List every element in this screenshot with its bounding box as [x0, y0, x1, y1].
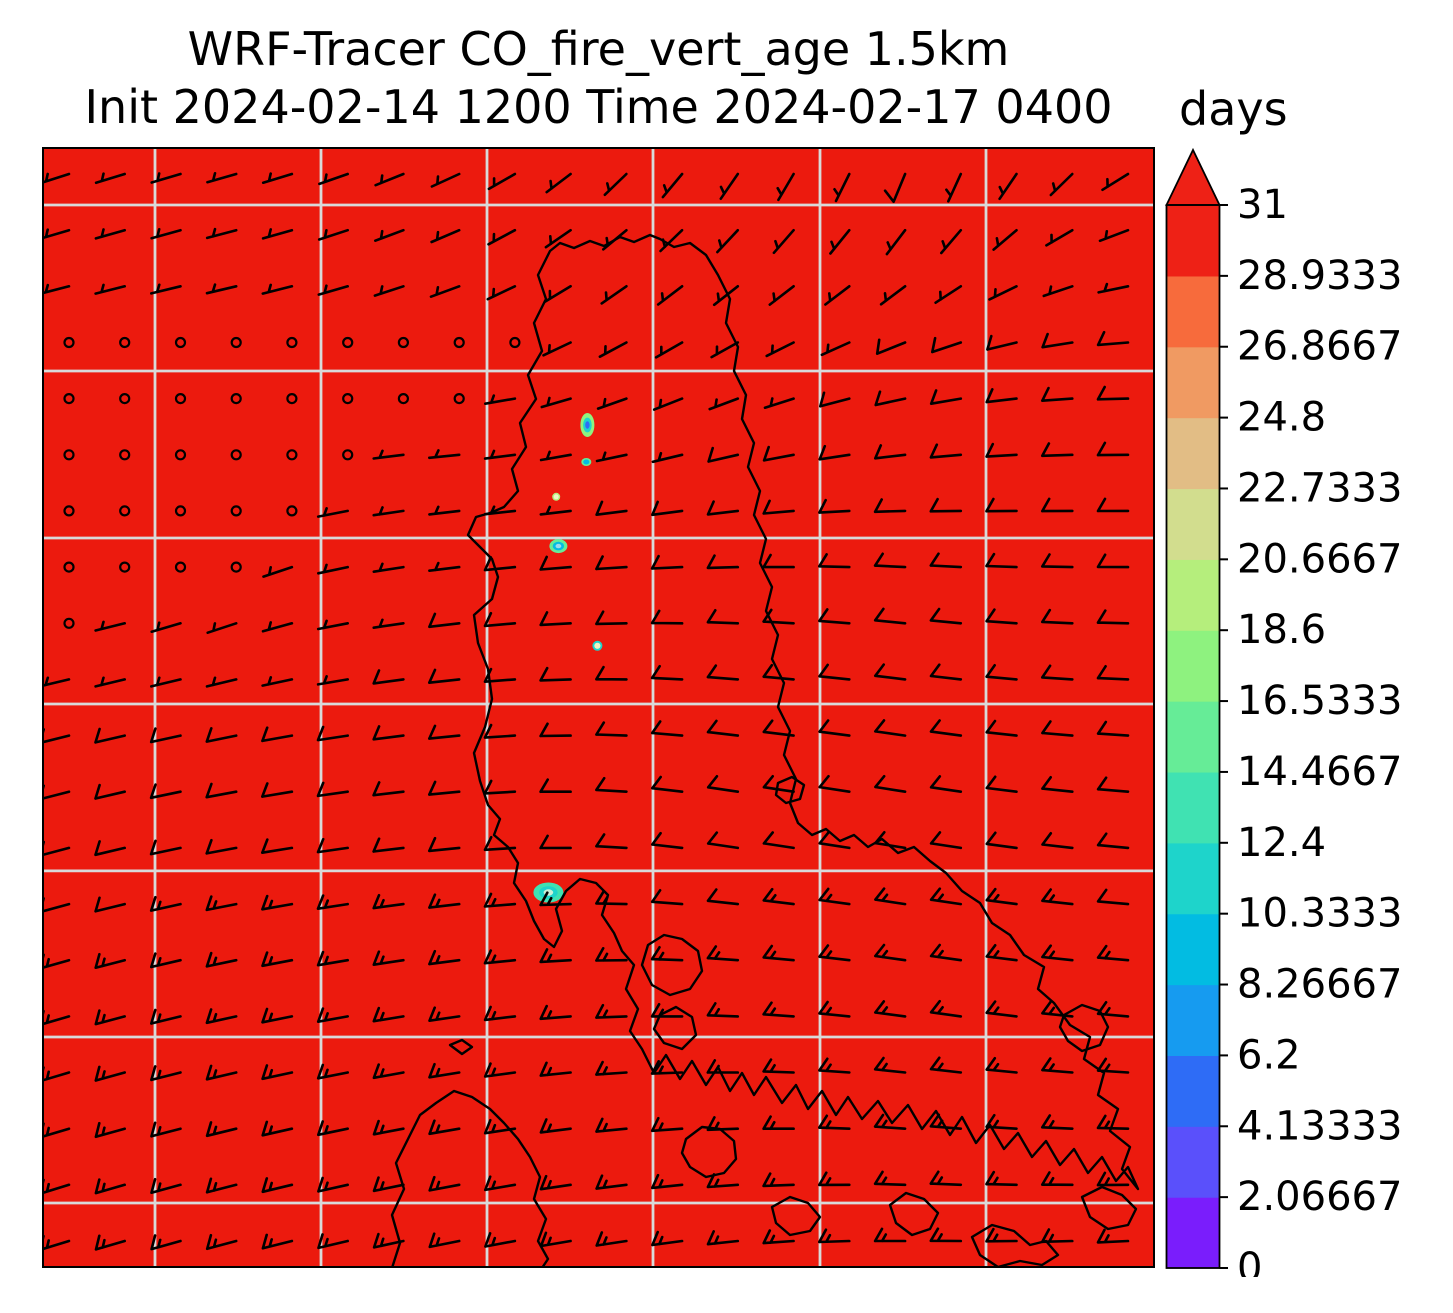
- colorbar-tick-label: 8.26667: [1237, 962, 1402, 1008]
- plot-frame: [42, 147, 1155, 1268]
- colorbar-ticks: 31 28.9333 26.8667 24.8 22.7333 20.6667 18.6 16…: [1219, 182, 1402, 1277]
- colorbar-tick-label: 12.4: [1237, 820, 1326, 866]
- colorbar-tick-label: 31: [1237, 182, 1288, 228]
- colorbar-tick-label: 0: [1237, 1245, 1262, 1277]
- colorbar-scale: 31 28.9333 26.8667 24.8 22.7333 20.6667 18.6 16…: [1165, 147, 1402, 1277]
- map-plot-area: [42, 147, 1155, 1268]
- figure-subtitle: Init 2024-02-14 1200 Time 2024-02-17 040…: [84, 80, 1113, 134]
- colorbar-tick-label: 20.6667: [1237, 536, 1402, 582]
- colorbar-tick-label: 14.4667: [1237, 749, 1402, 795]
- colorbar-extend-arrow: [1165, 147, 1221, 206]
- colorbar-tick-label: 24.8: [1237, 395, 1326, 441]
- colorbar-tick-label: 4.13333: [1237, 1103, 1402, 1149]
- colorbar: 31 28.9333 26.8667 24.8 22.7333 20.6667 18.6 16…: [1165, 147, 1453, 1277]
- colorbar-segments: [1166, 205, 1220, 1269]
- colorbar-outline: [1165, 204, 1221, 1269]
- gridlines-layer: [42, 147, 1155, 1268]
- colorbar-tick-label: 26.8667: [1237, 324, 1402, 370]
- tracer-age-map: [42, 147, 1155, 1268]
- colorbar-tick-label: 28.9333: [1237, 253, 1402, 299]
- colorbar-tick-label: 6.2: [1237, 1032, 1301, 1078]
- colorbar-tick-label: 10.3333: [1237, 891, 1402, 937]
- wind-barbs-layer: [42, 172, 1130, 1251]
- tracer-field-background: [42, 147, 1155, 1268]
- colorbar-tick-label: 16.5333: [1237, 678, 1402, 724]
- colorbar-unit-label: days: [1179, 82, 1288, 136]
- colorbar-tick-label: 2.06667: [1237, 1174, 1402, 1220]
- figure-title: WRF-Tracer CO_fire_vert_age 1.5km: [187, 22, 1010, 76]
- colorbar-tick-label: 18.6: [1237, 607, 1326, 653]
- low-age-pockets-layer: [533, 413, 603, 903]
- colorbar-tick-label: 22.7333: [1237, 465, 1402, 511]
